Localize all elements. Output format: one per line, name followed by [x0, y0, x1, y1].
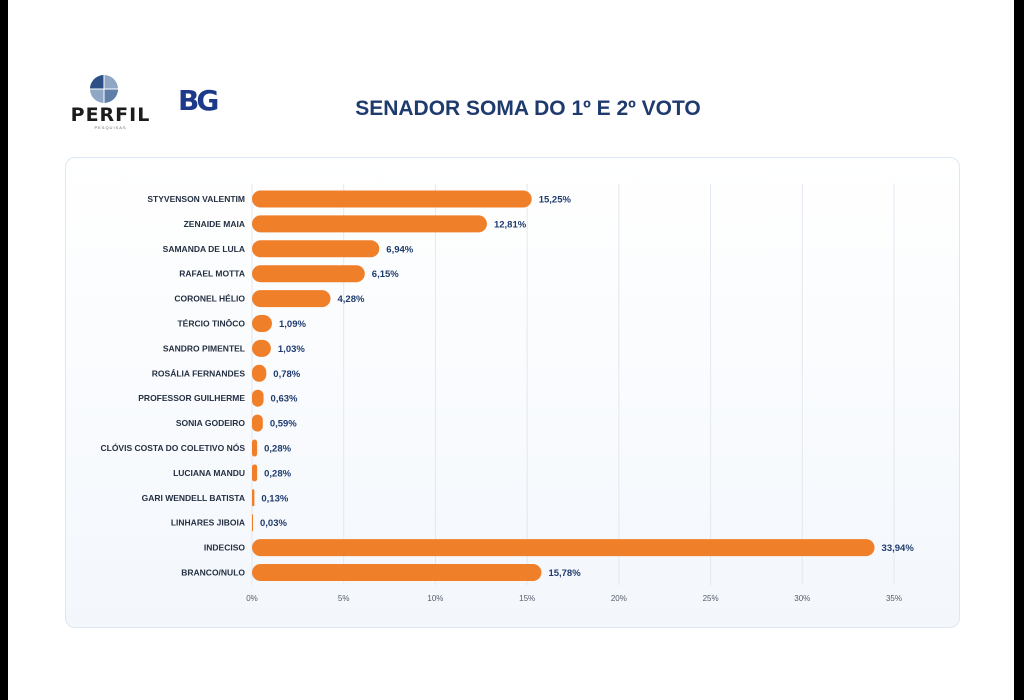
x-tick-label: 0%	[246, 594, 258, 603]
category-label: GARI WENDELL BATISTA	[142, 493, 245, 503]
value-label: 4,28%	[338, 294, 365, 305]
category-label: TÉRCIO TINÔCO	[177, 318, 245, 329]
category-label: INDECISO	[204, 543, 245, 553]
bar	[252, 439, 258, 457]
bar	[252, 290, 331, 308]
chart-card: STYVENSON VALENTIM 15,25% ZENAIDE MAIA 12,8…	[65, 157, 960, 628]
bar	[252, 564, 542, 581]
category-label: SONIA GODEIRO	[176, 418, 245, 428]
value-label: 15,25%	[539, 195, 572, 206]
category-label: LINHARES JIBOIA	[171, 518, 245, 528]
value-label: 12,81%	[494, 219, 527, 230]
bar	[252, 489, 255, 507]
value-label: 1,09%	[279, 319, 306, 330]
category-label: LUCIANA MANDU	[173, 468, 245, 478]
bg-logo: BG	[178, 84, 219, 117]
value-label: 6,15%	[372, 269, 399, 280]
bar	[252, 389, 264, 407]
perfil-logo: PERFIL PESQUISAS	[63, 74, 158, 130]
category-label: ZENAIDE MAIA	[184, 219, 245, 229]
bar	[252, 464, 258, 482]
page-title: SENADOR SOMA DO 1º E 2º VOTO	[355, 97, 701, 120]
perfil-logo-subtext: PESQUISAS	[94, 125, 127, 130]
value-label: 33,94%	[882, 543, 915, 554]
value-label: 0,59%	[270, 419, 297, 430]
bar	[252, 414, 263, 432]
value-label: 0,28%	[264, 444, 291, 455]
bar	[252, 190, 532, 208]
value-label: 0,13%	[261, 493, 288, 504]
bar	[252, 265, 365, 283]
value-label: 0,28%	[264, 468, 291, 479]
bar	[252, 215, 487, 233]
page: PERFIL PESQUISAS BG SENADOR SOMA DO 1º E…	[8, 0, 1014, 700]
x-tick-label: 15%	[519, 594, 535, 603]
perfil-pie-icon	[90, 75, 118, 103]
bar	[252, 339, 271, 357]
category-label: STYVENSON VALENTIM	[147, 194, 245, 204]
bar-chart: STYVENSON VALENTIM 15,25% ZENAIDE MAIA 12,8…	[100, 184, 914, 603]
x-tick-label: 35%	[886, 594, 902, 603]
bar-layer	[252, 190, 875, 581]
category-label: ROSÁLIA FERNANDES	[152, 368, 246, 378]
perfil-logo-text: PERFIL	[70, 104, 151, 126]
category-label: CORONEL HÉLIO	[174, 294, 245, 304]
category-label: SAMANDA DE LULA	[163, 244, 245, 254]
category-label: BRANCO/NULO	[181, 568, 245, 578]
x-tick-label: 30%	[794, 594, 810, 603]
bar	[252, 514, 253, 532]
label-layer: STYVENSON VALENTIM 15,25% ZENAIDE MAIA 12,8…	[100, 194, 914, 579]
x-tick-label: 10%	[427, 594, 443, 603]
value-label: 0,63%	[271, 394, 298, 405]
bar	[252, 240, 380, 258]
category-label: CLÓVIS COSTA DO COLETIVO NÓS	[100, 442, 245, 453]
x-tick-label: 25%	[703, 594, 719, 603]
category-label: PROFESSOR GUILHERME	[138, 393, 245, 403]
value-label: 6,94%	[386, 244, 413, 255]
bar	[252, 539, 875, 557]
value-label: 0,03%	[260, 518, 287, 529]
tick-layer: 0% 5% 10% 15% 20% 25% 30% 35%	[246, 594, 902, 603]
value-label: 15,78%	[548, 568, 581, 579]
value-label: 1,03%	[278, 344, 305, 355]
x-tick-label: 20%	[611, 594, 627, 603]
bar	[252, 315, 272, 332]
category-label: RAFAEL MOTTA	[179, 269, 245, 279]
category-label: SANDRO PIMENTEL	[163, 343, 245, 353]
x-tick-label: 5%	[338, 594, 350, 603]
bar	[252, 364, 267, 382]
value-label: 0,78%	[273, 369, 300, 380]
